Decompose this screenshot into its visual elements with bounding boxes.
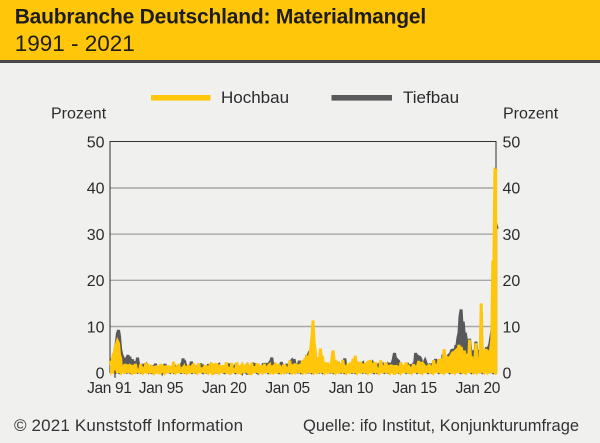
svg-text:Prozent: Prozent [51,106,107,123]
svg-text:Jan 20: Jan 20 [202,380,247,397]
svg-text:Tiefbau: Tiefbau [403,88,459,107]
svg-text:Prozent: Prozent [503,106,559,123]
svg-text:50: 50 [87,135,105,152]
svg-text:Baubranche Deutschland: Materi: Baubranche Deutschland: Materialmangel [15,6,426,29]
svg-text:Jan 95: Jan 95 [139,380,183,397]
svg-text:0: 0 [503,366,512,383]
svg-text:20: 20 [87,273,105,290]
svg-text:10: 10 [87,319,105,336]
svg-text:20: 20 [503,273,521,290]
svg-text:Hochbau: Hochbau [221,88,289,107]
svg-text:50: 50 [503,135,521,152]
svg-text:40: 40 [503,181,521,198]
svg-text:Quelle: ifo Institut, Konjunkt: Quelle: ifo Institut, Konjunkturumfrage [303,417,579,435]
svg-text:Jan 15: Jan 15 [392,380,436,397]
svg-text:Jan 10: Jan 10 [329,380,374,397]
svg-text:10: 10 [503,319,521,336]
svg-text:Jan 05: Jan 05 [265,380,309,397]
svg-text:30: 30 [87,227,105,244]
svg-text:Jan 91: Jan 91 [87,380,131,397]
svg-text:1991 - 2021: 1991 - 2021 [15,31,135,56]
svg-text:0: 0 [96,366,105,383]
svg-text:30: 30 [503,227,521,244]
svg-text:40: 40 [87,181,105,198]
svg-text:Jan 20: Jan 20 [456,380,501,397]
svg-text:© 2021 Kunststoff Information: © 2021 Kunststoff Information [14,416,243,435]
